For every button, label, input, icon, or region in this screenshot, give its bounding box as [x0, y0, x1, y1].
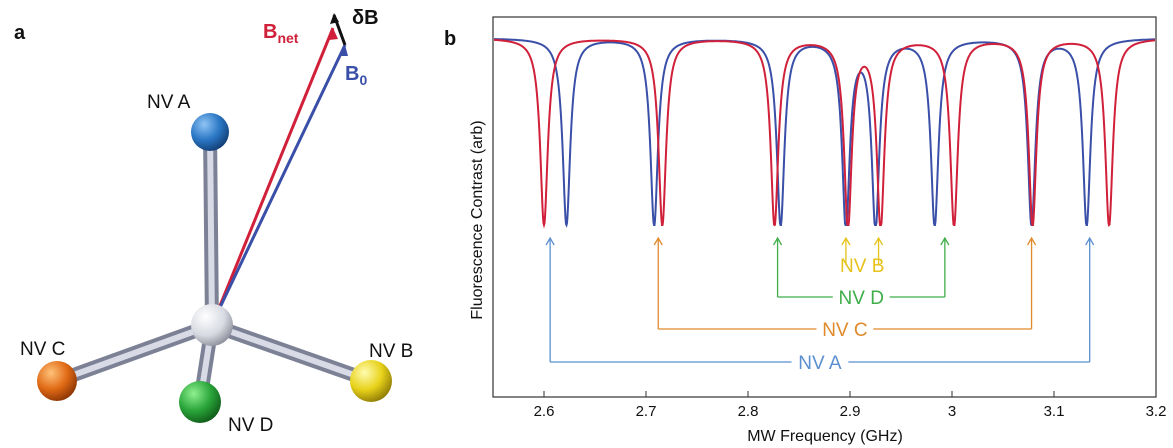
- bond-nv-c-highlight: [54, 322, 215, 384]
- nv-c-arrowhead: [1026, 236, 1037, 246]
- nv-b-group-label: NV B: [840, 256, 884, 277]
- bonds: [50, 125, 378, 409]
- bond-nv-a-highlight: [207, 129, 215, 328]
- delta-b-arrowhead: [330, 13, 339, 24]
- nv-c-group-label: NV C: [822, 320, 867, 341]
- b-net-label: Bnet: [263, 21, 299, 46]
- annotations-group: NV A NV B NV C NV D: [545, 236, 1095, 374]
- b-zero-arrowhead: [339, 45, 348, 56]
- nv-a-arrowhead: [545, 236, 555, 246]
- plot-frame: [492, 16, 1157, 398]
- b-zero-subscript: 0: [359, 72, 367, 88]
- x-axis-ticks: 2.6 2.7 2.8 2.9 3 3.1 3.2: [534, 391, 1167, 420]
- nv-a-group-label: NV A: [798, 353, 842, 374]
- series-group: [494, 38, 1155, 229]
- nv-a-label: NV A: [147, 92, 191, 113]
- nv-a-arrowhead: [1085, 236, 1095, 246]
- nv-c-atom: [37, 361, 77, 401]
- x-tick-label: 3.2: [1146, 403, 1167, 420]
- bond-nv-b-highlight: [209, 322, 374, 384]
- spectrum-line-1: [494, 38, 1155, 228]
- panel-label-b: b: [444, 28, 456, 50]
- x-tick-label: 2.8: [738, 403, 759, 420]
- spectrum-line-2: [494, 38, 1155, 229]
- nv-d-arrowhead: [773, 236, 783, 246]
- x-tick-label: 3.1: [1044, 403, 1065, 420]
- x-tick-label: 2.6: [534, 403, 555, 420]
- nv-d-group-label: NV D: [839, 288, 884, 309]
- nv-d-label: NV D: [228, 415, 273, 436]
- x-axis-title: MW Frequency (GHz): [747, 428, 903, 445]
- nv-d-arrowhead: [940, 236, 950, 246]
- central-carbon-atom: [191, 304, 233, 346]
- nv-b-arrowhead: [873, 236, 884, 246]
- y-axis-title: Fluorescence Contrast (arb): [469, 120, 486, 319]
- nv-c-label: NV C: [20, 339, 65, 360]
- nv-c-arrowhead: [653, 236, 663, 246]
- nv-d-atom: [179, 381, 221, 423]
- x-tick-label: 3: [948, 403, 956, 420]
- x-tick-label: 2.9: [840, 403, 861, 420]
- b-net-arrowhead: [329, 28, 338, 40]
- b-net-vector: [213, 27, 335, 319]
- nv-b-label: NV B: [369, 341, 413, 362]
- delta-b-label: δB: [352, 7, 379, 29]
- panel-label-a: a: [14, 22, 26, 44]
- b-net-subscript: net: [277, 30, 298, 46]
- panel-b: b Fluorescence Contrast (arb) MW Frequen…: [444, 16, 1167, 445]
- b-zero-label: B0: [345, 63, 367, 88]
- panel-a: a NV A NV C NV B NV D Bnet B0: [14, 7, 413, 436]
- nv-b-arrowhead: [841, 236, 851, 246]
- x-tick-label: 2.7: [636, 403, 657, 420]
- b-zero-vector: [213, 44, 347, 319]
- nv-b-atom: [350, 360, 392, 402]
- nv-a-atom: [191, 113, 229, 151]
